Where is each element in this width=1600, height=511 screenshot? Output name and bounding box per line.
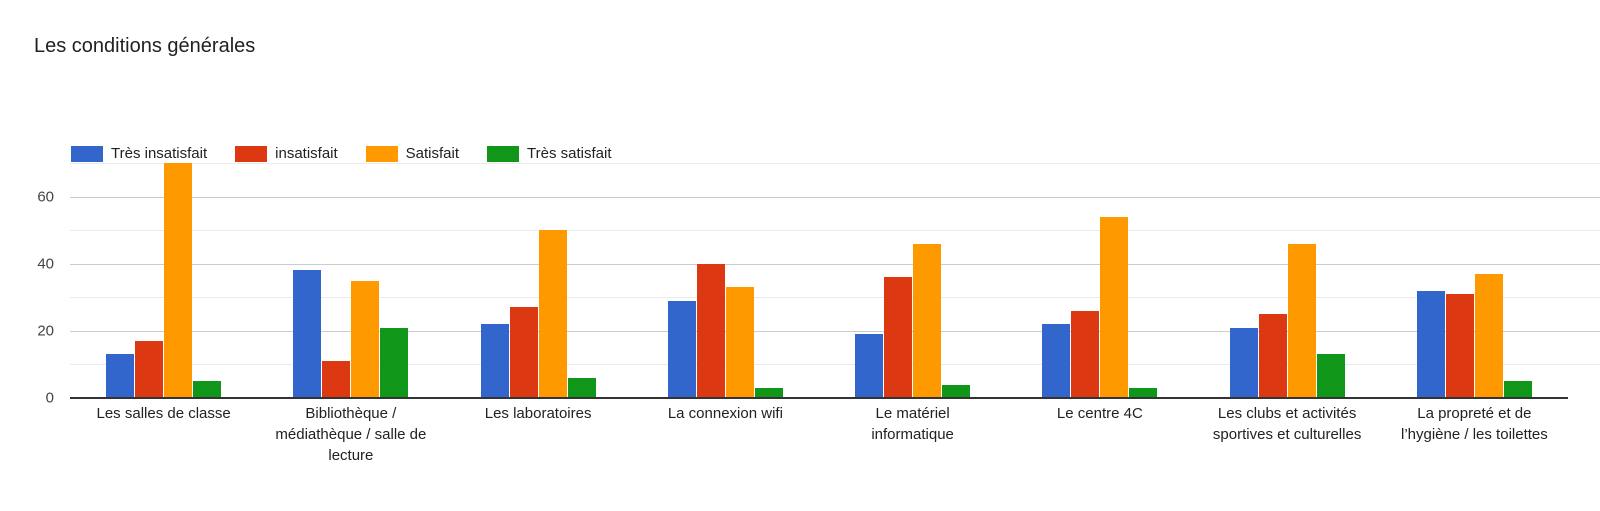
- bar[interactable]: [1229, 327, 1258, 398]
- legend-swatch-icon: [71, 145, 103, 162]
- bar[interactable]: [1258, 314, 1287, 398]
- y-tick-label: 0: [45, 389, 54, 407]
- bar[interactable]: [193, 381, 222, 398]
- gridline-10: [70, 364, 1600, 365]
- legend-label: Satisfait: [405, 145, 460, 162]
- x-tick-label: La propreté et de l’hygiène / les toilet…: [1401, 405, 1548, 443]
- bar[interactable]: [913, 243, 942, 398]
- bar[interactable]: [106, 354, 135, 398]
- bar[interactable]: [754, 387, 783, 398]
- gridline-60: [70, 197, 1600, 198]
- legend-item-tres-satisfait[interactable]: Très satisfait: [487, 145, 612, 162]
- bar[interactable]: [351, 280, 380, 398]
- x-tick-label: Les clubs et activités sportives et cult…: [1212, 405, 1362, 443]
- y-tick-label: 40: [37, 255, 54, 273]
- bar[interactable]: [1129, 387, 1158, 398]
- bar[interactable]: [380, 327, 409, 398]
- gridline-50: [70, 230, 1600, 231]
- bar[interactable]: [538, 230, 567, 398]
- legend-swatch-icon: [235, 145, 268, 162]
- bar[interactable]: [884, 277, 913, 398]
- bar[interactable]: [509, 307, 538, 398]
- legend-swatch-icon: [365, 145, 398, 162]
- bar[interactable]: [135, 340, 164, 398]
- x-tick-label: Bibliothèque / médiathèque / salle de le…: [275, 405, 427, 464]
- chart-legend: Très insatisfait insatisfait Satisfait T…: [71, 145, 640, 162]
- legend-item-satisfait[interactable]: Satisfait: [365, 145, 460, 162]
- legend-item-tres-insatisfait[interactable]: Très insatisfait: [71, 145, 207, 162]
- gridline-70: [70, 163, 1600, 164]
- gridline-40: [70, 264, 1600, 265]
- x-tick-label: Le centre 4C: [1056, 405, 1143, 422]
- bar[interactable]: [696, 263, 725, 398]
- x-axis-line: [70, 397, 1568, 399]
- y-tick-label: 20: [37, 322, 54, 340]
- bar[interactable]: [1100, 216, 1129, 398]
- bar[interactable]: [942, 384, 971, 398]
- bar[interactable]: [1287, 243, 1316, 398]
- bar[interactable]: [855, 334, 884, 398]
- bar[interactable]: [1042, 324, 1071, 398]
- bar[interactable]: [667, 300, 696, 398]
- bar[interactable]: [164, 163, 193, 398]
- gridline-20: [70, 331, 1600, 332]
- bar[interactable]: [480, 324, 509, 398]
- gridline-30: [70, 297, 1600, 298]
- x-tick-label: Les salles de classe: [96, 405, 231, 422]
- legend-item-insatisfait[interactable]: insatisfait: [235, 145, 338, 162]
- bar[interactable]: [1474, 273, 1503, 398]
- legend-swatch-icon: [487, 145, 520, 162]
- y-tick-label: 60: [37, 188, 54, 206]
- legend-label: Très satisfait: [527, 145, 612, 162]
- bar[interactable]: [1316, 354, 1345, 398]
- legend-label: insatisfait: [275, 145, 338, 162]
- legend-label: Très insatisfait: [111, 145, 208, 162]
- bar[interactable]: [1416, 290, 1445, 398]
- bar[interactable]: [567, 377, 596, 398]
- bar[interactable]: [1445, 293, 1474, 398]
- bar[interactable]: [322, 361, 351, 398]
- x-tick-label: La connexion wifi: [667, 405, 783, 422]
- x-tick-label: Le matériel informatique: [871, 405, 954, 443]
- bar[interactable]: [293, 270, 322, 398]
- bar[interactable]: [1503, 381, 1532, 398]
- x-tick-label: Les laboratoires: [484, 405, 592, 422]
- bar[interactable]: [725, 287, 754, 398]
- bar[interactable]: [1071, 310, 1100, 398]
- plot-area: [70, 0, 1568, 511]
- chart-title: Les conditions générales: [34, 35, 256, 57]
